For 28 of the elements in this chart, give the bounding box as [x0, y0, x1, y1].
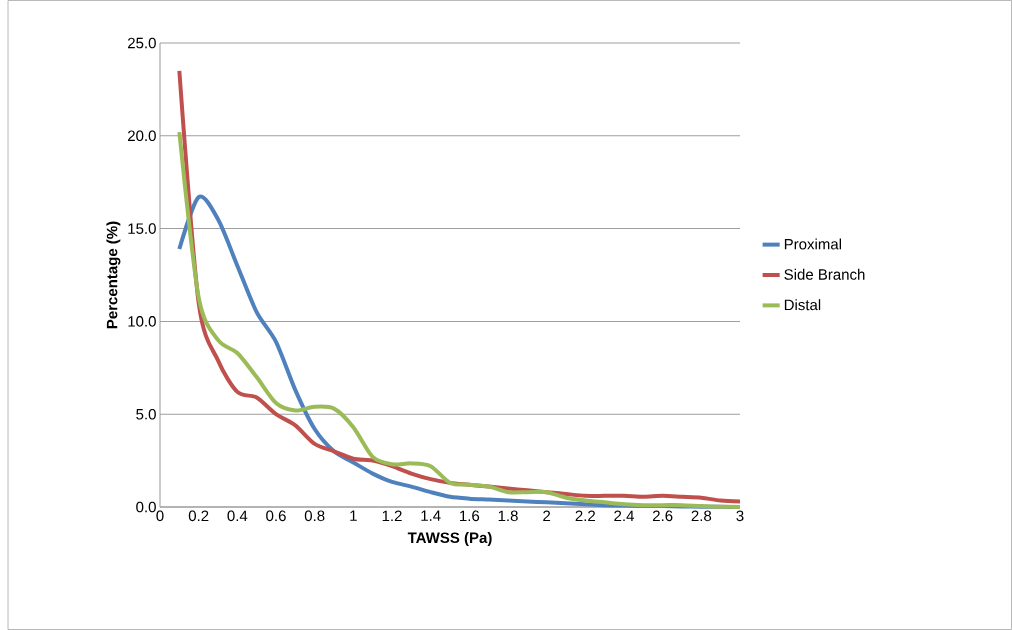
x-tick-label: 2: [543, 510, 551, 522]
x-tick-label: 3: [736, 510, 744, 522]
x-tick-label: 1.8: [498, 510, 518, 522]
x-tick-label: 1.4: [421, 510, 441, 521]
y-tick-label: 15.0: [128, 223, 156, 234]
y-tick-label: 25.0: [128, 37, 156, 49]
y-tick-label: 10.0: [128, 316, 156, 327]
x-tick-label: 1.6: [460, 510, 480, 522]
x-tick-label: 1: [350, 510, 357, 521]
line-series: [177, 130, 742, 509]
legend-label: Proximal: [784, 238, 841, 250]
x-tick-label: 2.2: [575, 510, 596, 522]
x-tick-label: 1.2: [382, 510, 402, 522]
legend-label: Distal: [784, 299, 821, 311]
x-tick-label: 0: [156, 510, 164, 522]
legend-label: Side Branch: [784, 268, 865, 280]
x-tick-label: 2.6: [652, 510, 673, 522]
x-tick-label: 0.4: [227, 510, 248, 522]
x-axis-title: TAWSS (Pa): [407, 532, 492, 546]
y-axis-title: Percentage (%): [106, 221, 121, 329]
x-tick-label: 0.8: [304, 510, 325, 522]
x-tick-label: 2.8: [691, 510, 712, 522]
y-tick-label: 20.0: [128, 130, 156, 142]
y-tick-label: 0.0: [136, 501, 156, 513]
y-tick-label: 5.0: [136, 408, 156, 420]
x-tick-label: 0.2: [188, 510, 209, 522]
x-tick-label: 0.6: [266, 510, 286, 522]
x-tick-label: 2.4: [614, 510, 634, 522]
